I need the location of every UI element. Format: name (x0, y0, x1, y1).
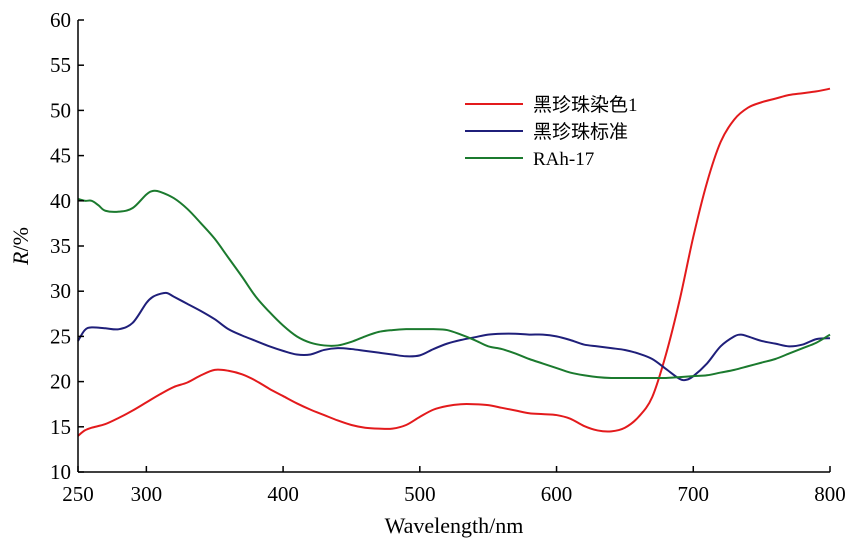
y-tick-label: 30 (50, 279, 71, 303)
y-tick-label: 45 (50, 144, 71, 168)
legend-label-2: 黑珍珠标准 (533, 121, 628, 143)
axes (77, 19, 831, 473)
series-line-3 (77, 189, 831, 380)
series-layer (77, 87, 831, 437)
x-tick-label: 700 (678, 482, 710, 506)
x-tick-label: 300 (131, 482, 163, 506)
legend-label-3: RAh-17 (533, 149, 594, 170)
y-tick-label: 25 (50, 324, 71, 348)
x-tick-label: 800 (814, 482, 846, 506)
series-line-2 (77, 291, 831, 382)
x-tick-label: 250 (62, 482, 94, 506)
y-axis-title-symbol: R (8, 251, 33, 266)
x-tick-label: 600 (541, 482, 573, 506)
y-axis-title-unit: /% (8, 227, 33, 251)
y-axis-title: R/% (8, 227, 33, 266)
x-tick-label: 400 (267, 482, 299, 506)
legend: 黑珍珠染色1 黑珍珠标准 RAh-17 (465, 94, 638, 170)
y-tick-label: 20 (50, 370, 71, 394)
y-tick-label: 55 (50, 53, 71, 77)
y-tick-label: 15 (50, 415, 71, 439)
y-tick-label: 50 (50, 98, 71, 122)
y-tick-label: 10 (50, 460, 71, 484)
y-tick-label: 35 (50, 234, 71, 258)
series-line-1 (77, 87, 831, 437)
legend-label-1: 黑珍珠染色1 (533, 94, 638, 116)
y-tick-label: 60 (50, 8, 71, 32)
y-tick-label: 40 (50, 189, 71, 213)
x-tick-label: 500 (404, 482, 436, 506)
x-axis-title: Wavelength/nm (385, 513, 524, 538)
tick-labels: 250 300 400 500 600 700 800 10 15 20 25 30 35 40 45 50 5… (50, 8, 846, 506)
